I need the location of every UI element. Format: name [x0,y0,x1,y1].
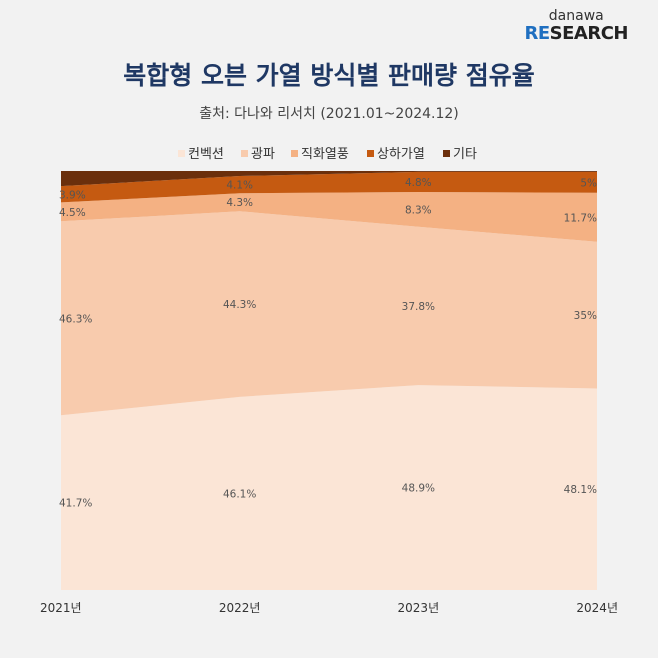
area-상하가열 [61,171,597,203]
logo-top: danawa [548,8,604,24]
data-label: 8.3% [405,204,432,216]
data-label: 35% [574,310,597,322]
x-tick-label: 2022년 [219,601,261,615]
data-label: 41.7% [59,498,92,510]
data-label: 11.7% [564,212,597,224]
chart-subtitle: 출처: 다나와 리서치 (2021.01~2024.12) [199,106,459,122]
data-label: 46.3% [59,313,92,325]
legend-label: 컨벡션 [188,147,224,162]
legend-swatch [178,150,185,157]
legend-label: 직화열풍 [301,147,349,162]
legend-label: 상하가열 [377,147,425,162]
data-label: 4.5% [59,207,86,219]
logo-bottom: RESEARCH [524,23,629,44]
legend-swatch [367,150,374,157]
logo-rest: SEARCH [549,23,629,44]
data-label: 48.9% [402,483,435,495]
legend-swatch [443,150,450,157]
data-label: 46.1% [223,488,256,500]
data-label: 37.8% [402,301,435,313]
data-label: 4.1% [226,180,253,192]
x-tick-label: 2023년 [398,601,440,615]
legend-swatch [291,150,298,157]
data-label: 3.9% [59,189,86,201]
legend-label: 기타 [453,147,477,162]
x-tick-label: 2024년 [576,601,618,615]
danawa-research-logo: danawa RESEARCH [524,8,629,44]
area-기타 [61,171,597,187]
data-label: 4.8% [405,177,432,189]
data-label: 48.1% [564,484,597,496]
data-label: 5% [580,177,597,189]
logo-accent: RE [524,23,551,44]
area-컨벡션 [61,385,597,590]
chart-title: 복합형 오븐 가열 방식별 판매량 점유율 [123,61,535,90]
x-tick-label: 2021년 [40,601,82,615]
legend-swatch [241,150,248,157]
area-광파 [61,211,597,416]
area-직화열풍 [61,191,597,242]
legend-label: 광파 [251,147,275,162]
data-label: 44.3% [223,299,256,311]
data-label: 4.3% [226,197,253,209]
